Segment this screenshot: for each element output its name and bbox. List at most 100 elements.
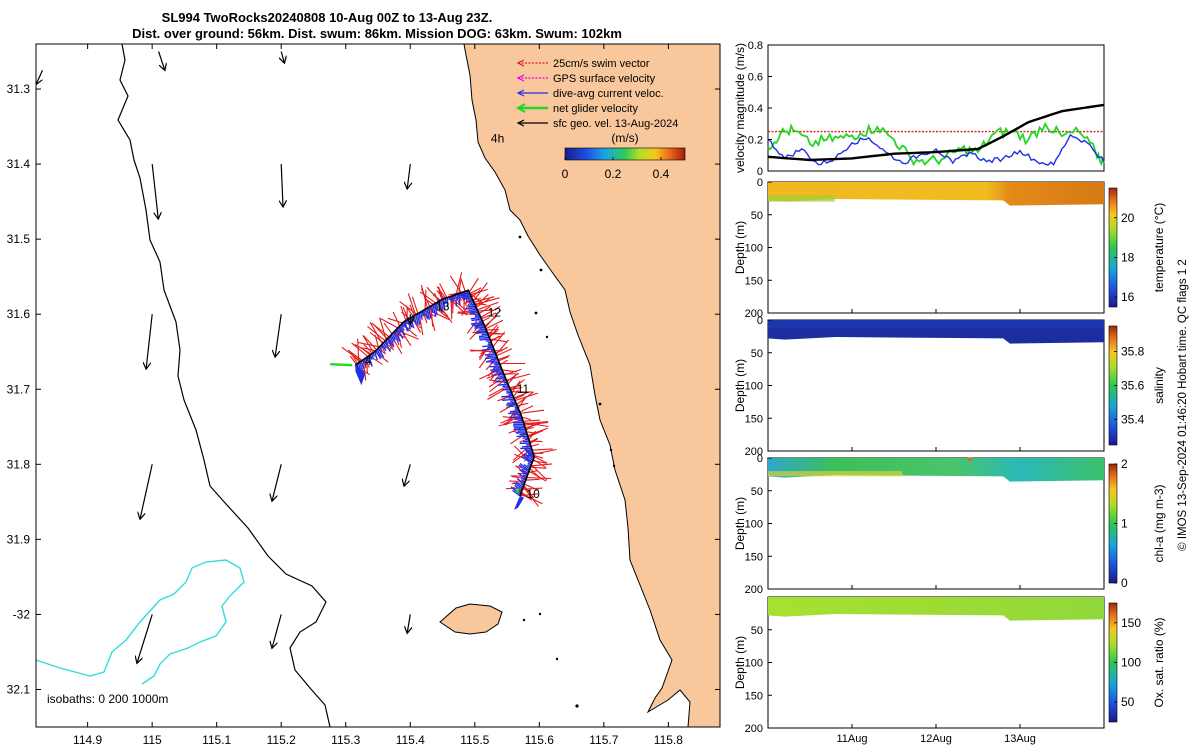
map-x-tick-label: 115.5 <box>460 733 489 747</box>
section-ylabel: Depth (m) <box>733 359 747 412</box>
section-colorbar-tick-label: 35.8 <box>1121 345 1145 359</box>
dive-current-vector <box>466 301 473 302</box>
dive-current-vector <box>493 371 503 372</box>
section-colorbar-tick-label: 0 <box>1121 576 1128 590</box>
dive-current-vector <box>468 306 476 307</box>
dive-current-vector <box>485 354 496 355</box>
velocity-y-tick-label: 0.8 <box>748 40 763 52</box>
map-y-tick-label: 31.5 <box>7 232 31 246</box>
dive-current-vector <box>476 332 487 333</box>
map-x-tick-label: 114.9 <box>73 733 102 747</box>
section-y-tick-label: 200 <box>745 723 763 735</box>
dive-current-vector <box>510 411 519 412</box>
section-x-tick-label: 12Aug <box>920 733 952 745</box>
section-y-tick-label: 100 <box>745 381 763 393</box>
map-x-tick-label: 115.4 <box>396 733 425 747</box>
section-y-tick-label: 50 <box>751 210 763 222</box>
map-y-tick-label: 32.1 <box>7 682 31 696</box>
dive-current-vector <box>482 349 494 350</box>
map-x-tick-label: 115.8 <box>654 733 683 747</box>
section-y-tick-label: 150 <box>745 690 763 702</box>
section-colorbar-tick-label: 20 <box>1121 211 1135 225</box>
dive-current-vector <box>482 334 488 335</box>
section-ylabel: Depth (m) <box>733 221 747 274</box>
dive-current-vector <box>456 295 457 307</box>
velocity-y-tick-label: 0.2 <box>748 135 763 147</box>
section-data-chl-spot <box>968 457 972 461</box>
section-y-tick-label: 100 <box>745 658 763 670</box>
map-x-tick-label: 115.6 <box>525 733 554 747</box>
map-y-tick-label: 31.4 <box>7 157 31 171</box>
dive-current-vector <box>493 368 501 369</box>
dive-current-vector <box>496 378 505 379</box>
legend-net-label: net glider velocity <box>553 103 638 115</box>
dive-current-vector <box>492 374 504 375</box>
section-x-tick-label: 13Aug <box>1004 733 1036 745</box>
swim-vector <box>486 330 499 331</box>
dive-current-vector <box>475 327 486 328</box>
track-label: 11 <box>517 382 530 396</box>
map-y-tick-label: 31.3 <box>7 82 31 96</box>
section-ylabel: Depth (m) <box>733 497 747 550</box>
map-x-tick-label: 115.2 <box>267 733 296 747</box>
dive-current-vector <box>459 293 460 304</box>
legend-swim-label: 25cm/s swim vector <box>553 58 650 70</box>
track-label: 13 <box>436 299 450 313</box>
dive-current-vector <box>491 359 498 360</box>
section-colorbar-label: salinity <box>1152 367 1166 404</box>
section-colorbar-tick-label: 100 <box>1121 656 1141 670</box>
speed-colorbar-title: (m/s) <box>611 131 638 145</box>
dive-current-vector <box>482 346 492 347</box>
section-y-tick-label: 200 <box>745 584 763 596</box>
section-ylabel: Depth (m) <box>733 636 747 689</box>
swim-vector <box>533 453 543 454</box>
track-label: 10 <box>526 487 540 501</box>
map-x-tick-label: 115 <box>143 733 162 747</box>
section-colorbar-tick-label: 18 <box>1121 250 1135 264</box>
dive-current-vector <box>468 304 475 305</box>
velocity-ylabel: velocity magnitude (m/s) <box>733 43 747 173</box>
speed-colorbar <box>565 148 685 160</box>
title-line-2: Dist. over ground: 56km. Dist. swum: 86k… <box>132 26 622 41</box>
dive-current-vector <box>507 402 516 403</box>
dive-current-vector <box>491 363 500 364</box>
credit-line: © IMOS 13-Sep-2024 01:46:20 Hobart time.… <box>1177 259 1189 551</box>
title-line-1: SL994 TwoRocks20240808 10-Aug 00Z to 13-… <box>162 10 493 25</box>
dive-current-vector <box>513 414 520 415</box>
section-y-tick-label: 150 <box>745 275 763 287</box>
section-y-tick-label: 100 <box>745 243 763 255</box>
map-x-tick-label: 115.7 <box>589 733 618 747</box>
legend-dive-label: dive-avg current veloc. <box>553 88 664 100</box>
section-colorbar-tick-label: 16 <box>1121 290 1135 304</box>
speed-colorbar-tick-label: 0 <box>562 167 569 181</box>
section-x-tick-label: 11Aug <box>837 733 868 745</box>
section-y-tick-label: 50 <box>751 486 763 498</box>
dive-current-vector <box>479 337 489 338</box>
speed-colorbar-tick-label: 0.2 <box>605 167 622 181</box>
section-colorbar-label: temperature (°C) <box>1152 203 1166 293</box>
map-y-tick-label: -32 <box>13 607 31 621</box>
swim-vector <box>529 441 542 442</box>
velocity-y-tick-label: 0.6 <box>748 72 763 84</box>
dive-current-vector <box>490 369 502 370</box>
section-y-tick-label: 50 <box>751 348 763 360</box>
section-data-cool-patch <box>768 195 835 202</box>
legend-gps-label: GPS surface velocity <box>553 73 656 85</box>
section-colorbar <box>1109 188 1117 307</box>
net-velocity-arrow <box>330 364 352 365</box>
section-y-tick-label: 100 <box>745 519 763 531</box>
speed-colorbar-tick-label: 0.4 <box>653 167 670 181</box>
track-label: 4h <box>491 131 504 145</box>
dive-current-vector <box>502 389 510 390</box>
section-data-upper <box>768 320 1104 328</box>
section-y-tick-label: 0 <box>757 315 763 327</box>
legend-geo-label: sfc geo. vel. 13-Aug-2024 <box>553 118 678 130</box>
section-colorbar-tick-label: 2 <box>1121 457 1128 471</box>
section-colorbar-tick-label: 35.6 <box>1121 379 1145 393</box>
velocity-y-tick-label: 0.4 <box>748 103 763 115</box>
track-label: 4 <box>365 354 372 368</box>
